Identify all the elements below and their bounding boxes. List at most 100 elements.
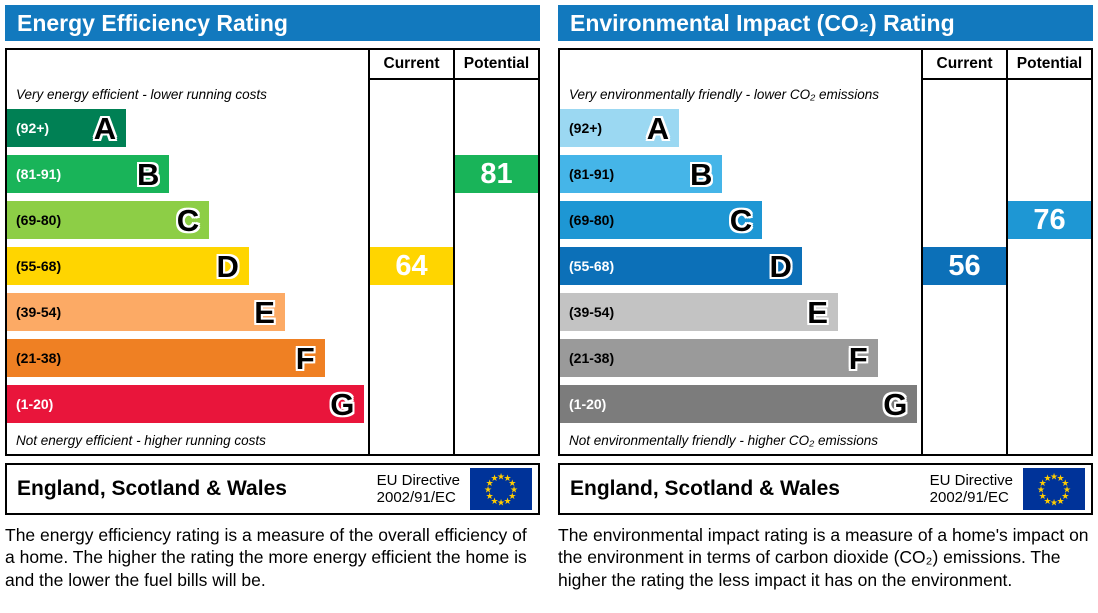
svg-text:★: ★ — [508, 491, 516, 501]
band-d-letter: D — [769, 248, 792, 284]
eu-flag-icon: ★★★ ★★★ ★★★ ★★★ — [470, 468, 532, 510]
eu-flag-icon: ★★★ ★★★ ★★★ ★★★ — [1023, 468, 1085, 510]
band-e-range: (39-54) — [569, 304, 615, 320]
environmental-rating-chart: Current Potential Very environmentally f… — [558, 48, 1093, 456]
band-c-range: (69-80) — [569, 212, 615, 228]
svg-text:★: ★ — [503, 473, 511, 483]
svg-text:★: ★ — [1063, 485, 1071, 495]
current-column-header: Current — [368, 50, 453, 80]
band-c-letter: C — [176, 202, 200, 238]
svg-text:★: ★ — [486, 478, 494, 488]
rating-description: The environmental impact rating is a mea… — [558, 525, 1089, 590]
svg-text:★: ★ — [1050, 472, 1058, 482]
potential-column-header: Potential — [1006, 50, 1091, 80]
band-f-letter: F — [848, 340, 868, 376]
svg-text:★: ★ — [1061, 478, 1069, 488]
svg-text:★: ★ — [1039, 478, 1047, 488]
svg-text:★: ★ — [1061, 491, 1069, 501]
band-e-range: (39-54) — [16, 304, 62, 320]
band-b: (81-91) B — [7, 155, 170, 193]
eu-directive-line1: EU Directive — [929, 471, 1013, 489]
band-d-range: (55-68) — [16, 258, 62, 274]
svg-text:★: ★ — [490, 496, 498, 506]
band-b-letter: B — [690, 156, 713, 192]
epc-charts: Energy Efficiency Rating Current Potenti… — [5, 5, 1093, 591]
svg-text:★: ★ — [497, 472, 505, 482]
header-spacer — [560, 50, 921, 80]
svg-text:★: ★ — [1056, 473, 1064, 483]
band-g: (1-20) G — [7, 385, 365, 423]
band-b-letter: B — [137, 156, 160, 192]
band-c: (69-80) C — [7, 201, 210, 239]
svg-text:★: ★ — [486, 491, 494, 501]
band-a: (92+) A — [7, 109, 127, 147]
band-d-letter: D — [216, 248, 239, 284]
svg-text:★: ★ — [1043, 473, 1051, 483]
top-note: Very environmentally friendly - lower CO… — [569, 87, 879, 102]
band-f-range: (21-38) — [569, 350, 615, 366]
svg-text:★: ★ — [1037, 485, 1045, 495]
band-g: (1-20) G — [560, 385, 918, 423]
potential-rating-value: 81 — [455, 155, 538, 193]
band-b-range: (81-91) — [16, 166, 62, 182]
current-column-header: Current — [921, 50, 1006, 80]
potential-column-header: Potential — [453, 50, 538, 80]
band-c-letter: C — [729, 202, 753, 238]
eu-directive-label: EU Directive 2002/91/EC — [377, 472, 460, 507]
band-f-range: (21-38) — [16, 350, 62, 366]
svg-text:★: ★ — [1056, 496, 1064, 506]
current-rating-value: 56 — [923, 247, 1006, 285]
svg-text:★: ★ — [1043, 496, 1051, 506]
band-a: (92+) A — [560, 109, 680, 147]
chart-footer: England, Scotland & Wales EU Directive 2… — [5, 463, 540, 515]
energy-efficiency-panel: Energy Efficiency Rating Current Potenti… — [5, 5, 540, 591]
band-a-range: (92+) — [569, 120, 603, 136]
band-g-letter: G — [330, 386, 355, 422]
eu-directive-line2: 2002/91/EC — [376, 489, 456, 506]
band-f-letter: F — [295, 340, 315, 376]
band-c-range: (69-80) — [16, 212, 62, 228]
band-a-letter: A — [93, 110, 117, 146]
band-a-letter: A — [646, 110, 670, 146]
environmental-impact-panel: Environmental Impact (CO₂) Rating Curren… — [558, 5, 1093, 591]
band-d-range: (55-68) — [569, 258, 615, 274]
svg-text:★: ★ — [497, 498, 505, 508]
region-label: England, Scotland & Wales — [570, 477, 840, 500]
band-e: (39-54) E — [560, 293, 838, 331]
band-g-letter: G — [883, 386, 908, 422]
eu-directive-label: EU Directive 2002/91/EC — [930, 472, 1013, 507]
band-e-letter: E — [254, 294, 275, 330]
band-c: (69-80) C — [560, 201, 763, 239]
band-b: (81-91) B — [560, 155, 723, 193]
eu-directive-line1: EU Directive — [376, 471, 460, 489]
top-note: Very energy efficient - lower running co… — [16, 87, 267, 102]
band-e: (39-54) E — [7, 293, 285, 331]
svg-text:★: ★ — [490, 473, 498, 483]
region-label: England, Scotland & Wales — [17, 477, 287, 500]
band-g-range: (1-20) — [569, 396, 607, 412]
band-d: (55-68) D — [560, 247, 802, 285]
band-b-range: (81-91) — [569, 166, 615, 182]
band-a-range: (92+) — [16, 120, 50, 136]
svg-text:★: ★ — [508, 478, 516, 488]
bottom-note: Not environmentally friendly - higher CO… — [569, 433, 879, 448]
svg-text:★: ★ — [510, 485, 518, 495]
environmental-panel-title: Environmental Impact (CO₂) Rating — [558, 5, 1093, 41]
band-f: (21-38) F — [560, 339, 878, 377]
band-e-letter: E — [807, 294, 828, 330]
chart-footer: England, Scotland & Wales EU Directive 2… — [558, 463, 1093, 515]
svg-text:★: ★ — [1039, 491, 1047, 501]
band-d: (55-68) D — [7, 247, 249, 285]
energy-panel-title: Energy Efficiency Rating — [5, 5, 540, 41]
potential-rating-value: 76 — [1008, 201, 1091, 239]
svg-text:★: ★ — [503, 496, 511, 506]
current-rating-value: 64 — [370, 247, 453, 285]
rating-description: The energy efficiency rating is a measur… — [5, 525, 527, 590]
energy-rating-chart: Current Potential Very energy efficient … — [5, 48, 540, 456]
bottom-note: Not energy efficient - higher running co… — [16, 433, 266, 448]
header-spacer — [7, 50, 368, 80]
band-g-range: (1-20) — [16, 396, 54, 412]
svg-text:★: ★ — [1050, 498, 1058, 508]
band-f: (21-38) F — [7, 339, 325, 377]
svg-text:★: ★ — [484, 485, 492, 495]
